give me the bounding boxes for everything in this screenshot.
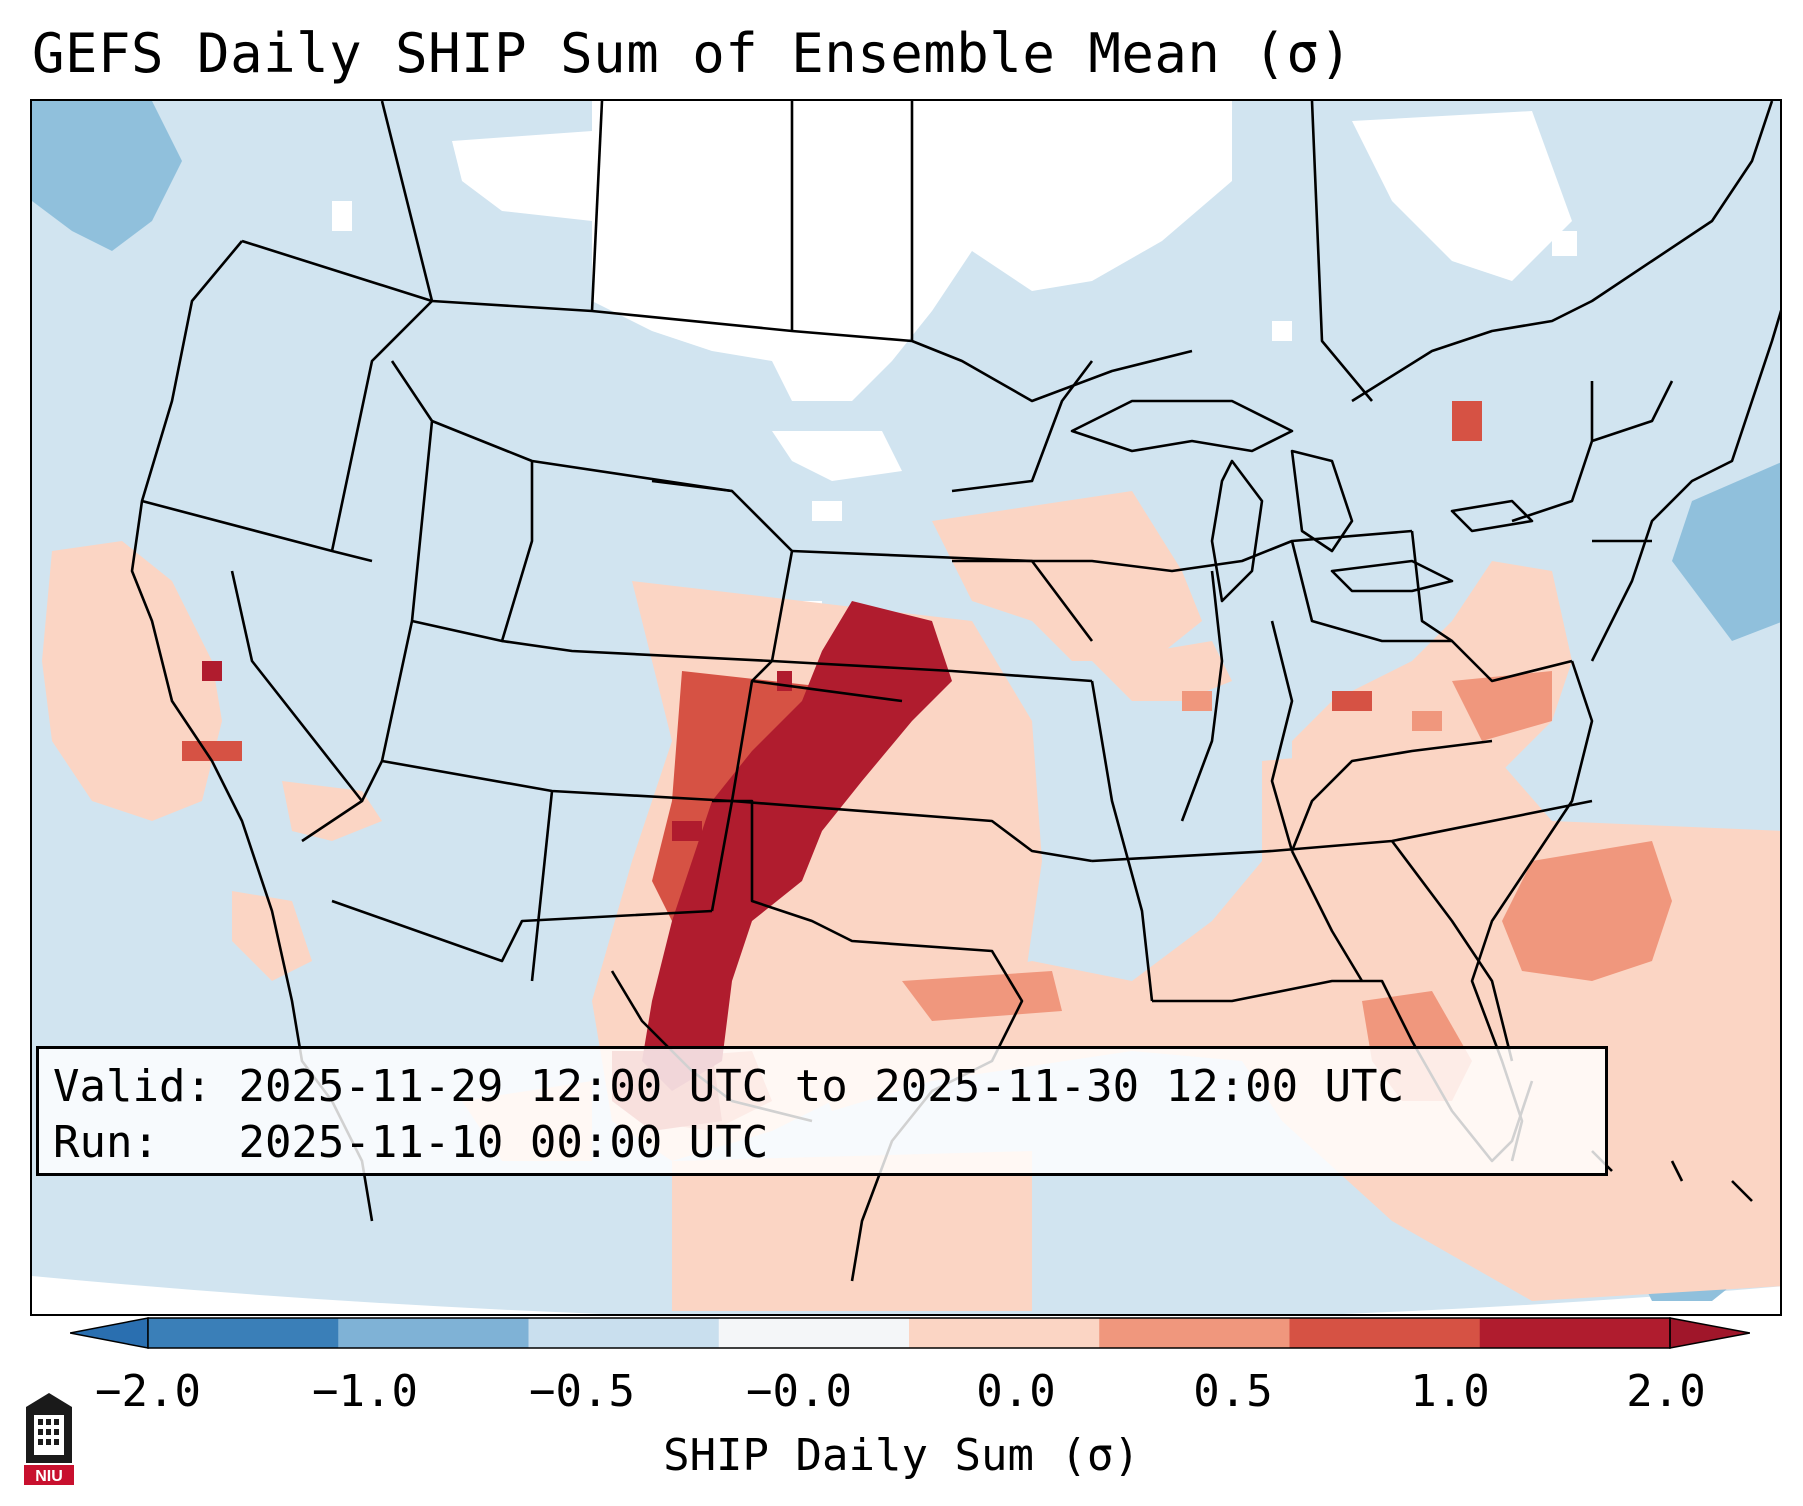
colorbar-segment (1289, 1318, 1481, 1348)
colorbar-segment (528, 1318, 720, 1348)
colorbar-segment (338, 1318, 529, 1348)
neutral-areas (332, 101, 1577, 621)
boundary-lines (130, 101, 1780, 1282)
positive-anomaly-max (202, 601, 952, 1091)
colorbar-label: SHIP Daily Sum (σ) (663, 1430, 1140, 1481)
valid-time: 2025-11-29 12:00 UTC to 2025-11-30 12:00… (238, 1061, 1405, 1112)
tick-label: −0.0 (746, 1366, 852, 1417)
svg-text:NIU: NIU (35, 1468, 63, 1485)
tick-label: 2.0 (1626, 1366, 1706, 1417)
colorbar-segment (1479, 1318, 1671, 1348)
map-panel (30, 99, 1782, 1316)
niu-logo: NIU (24, 1393, 74, 1485)
tick-label: −2.0 (95, 1366, 201, 1417)
run-time: 2025-11-10 00:00 UTC (238, 1117, 769, 1168)
run-label: Run: (53, 1117, 159, 1168)
colorbar-extend-high (1669, 1317, 1750, 1349)
valid-label: Valid: (53, 1061, 212, 1112)
tick-label: 0.5 (1193, 1366, 1273, 1417)
colorbar-segment (909, 1318, 1100, 1348)
tick-label: 1.0 (1410, 1366, 1490, 1417)
tick-label: 0.0 (976, 1366, 1056, 1417)
tick-label: −1.0 (312, 1366, 418, 1417)
colorbar (70, 1317, 1750, 1349)
valid-run-info: Valid: 2025-11-29 12:00 UTC to 2025-11-3… (36, 1046, 1608, 1176)
colorbar-segment (148, 1318, 339, 1348)
colorbar-extend-low (70, 1317, 149, 1349)
colorbar-segments (148, 1318, 1671, 1348)
colorbar-segment (718, 1318, 910, 1348)
colorbar-segment (1099, 1318, 1290, 1348)
tick-label: −0.5 (529, 1366, 635, 1417)
map-title: GEFS Daily SHIP Sum of Ensemble Mean (σ) (32, 22, 1353, 85)
